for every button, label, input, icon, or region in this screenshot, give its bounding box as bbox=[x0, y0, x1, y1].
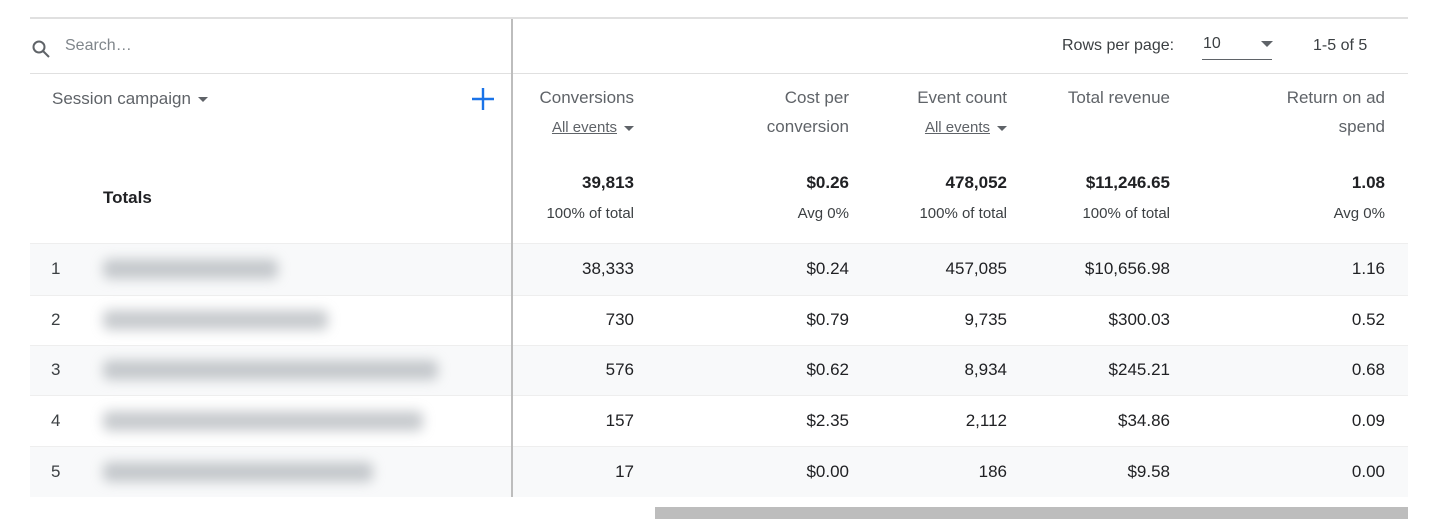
cell-value: $0.62 bbox=[806, 360, 849, 379]
column-header: Total revenue bbox=[1067, 88, 1170, 107]
cell-value: 457,085 bbox=[945, 259, 1007, 278]
dropdown-caret bbox=[197, 97, 208, 103]
cell-value: 730 bbox=[605, 310, 634, 329]
cell-value: 8,934 bbox=[964, 360, 1007, 379]
cell-value: 0.52 bbox=[1351, 310, 1385, 329]
total-note: Avg 0% bbox=[797, 205, 849, 222]
redacted-campaign-name bbox=[103, 259, 278, 279]
metric-selector[interactable]: All events bbox=[847, 119, 1007, 136]
column-header: Return on ad spend bbox=[1286, 88, 1385, 136]
total-note: 100% of total bbox=[1082, 205, 1170, 222]
metric-selector[interactable]: All events bbox=[474, 119, 634, 136]
row-index: 5 bbox=[51, 461, 61, 481]
cell-value: $2.35 bbox=[806, 410, 849, 430]
column-divider bbox=[511, 19, 513, 497]
dropdown-caret bbox=[997, 125, 1007, 131]
rows-per-page-select[interactable]: 10 bbox=[1202, 33, 1273, 60]
redacted-campaign-name bbox=[103, 360, 438, 380]
cell-value: 576 bbox=[605, 360, 634, 379]
cell-value: 0.09 bbox=[1351, 410, 1385, 430]
cell-value: 157 bbox=[605, 410, 634, 430]
totals-label: Totals bbox=[103, 188, 152, 207]
total-value: 39,813 bbox=[582, 173, 634, 192]
total-value: $11,246.65 bbox=[1085, 173, 1170, 192]
cell-value: 0.68 bbox=[1351, 360, 1385, 379]
cell-value: $300.03 bbox=[1108, 310, 1170, 329]
redacted-campaign-name bbox=[103, 461, 373, 482]
cell-value: 2,112 bbox=[965, 410, 1007, 430]
cell-value: $9.58 bbox=[1127, 461, 1170, 481]
metric-selector-label: All events bbox=[551, 119, 617, 136]
column-header: Cost per conversion bbox=[766, 88, 849, 136]
cell-value: $0.24 bbox=[806, 259, 849, 278]
row-index: 3 bbox=[51, 360, 61, 379]
search-icon bbox=[32, 40, 50, 58]
add-dimension-button[interactable] bbox=[471, 87, 495, 111]
total-value: $0.26 bbox=[806, 173, 849, 192]
cell-value: 1.16 bbox=[1351, 259, 1385, 278]
cell-value: $245.21 bbox=[1108, 360, 1170, 379]
total-note: 100% of total bbox=[546, 205, 634, 222]
cell-value: $34.86 bbox=[1118, 410, 1170, 430]
search-input[interactable]: Search… bbox=[65, 37, 132, 54]
rows-per-page-label: Rows per page: bbox=[1062, 37, 1175, 54]
cell-value: $0.00 bbox=[806, 461, 849, 481]
row-index: 1 bbox=[51, 259, 61, 278]
cell-value: 17 bbox=[615, 461, 634, 481]
cell-value: 38,333 bbox=[582, 259, 634, 278]
row-index: 2 bbox=[51, 310, 61, 329]
column-header: Event count bbox=[917, 88, 1007, 107]
metric-selector-label: All events bbox=[924, 119, 990, 136]
cell-value: $10,656.98 bbox=[1084, 259, 1170, 278]
column-header: Conversions bbox=[539, 88, 635, 107]
dimension-header[interactable]: Session campaign bbox=[52, 89, 208, 109]
top-border bbox=[30, 17, 1408, 19]
dropdown-caret bbox=[624, 125, 634, 131]
dropdown-caret bbox=[1261, 41, 1273, 47]
dimension-name: Session campaign bbox=[52, 89, 191, 108]
cell-value: $0.79 bbox=[806, 310, 849, 329]
total-value: 1.08 bbox=[1351, 173, 1385, 192]
rows-per-page-value: 10 bbox=[1203, 35, 1221, 52]
pagination-range: 1-5 of 5 bbox=[1313, 37, 1368, 54]
row-index: 4 bbox=[51, 410, 61, 430]
total-value: 478,052 bbox=[945, 173, 1007, 192]
redacted-campaign-name bbox=[103, 310, 328, 330]
cell-value: 9,735 bbox=[964, 310, 1007, 329]
total-note: Avg 0% bbox=[1333, 205, 1385, 222]
toolbar-border bbox=[30, 73, 1408, 74]
horizontal-scrollbar[interactable] bbox=[655, 507, 1408, 519]
redacted-campaign-name bbox=[103, 410, 423, 431]
cell-value: 186 bbox=[978, 461, 1007, 481]
total-note: 100% of total bbox=[919, 205, 1007, 222]
cell-value: 0.00 bbox=[1351, 461, 1385, 481]
